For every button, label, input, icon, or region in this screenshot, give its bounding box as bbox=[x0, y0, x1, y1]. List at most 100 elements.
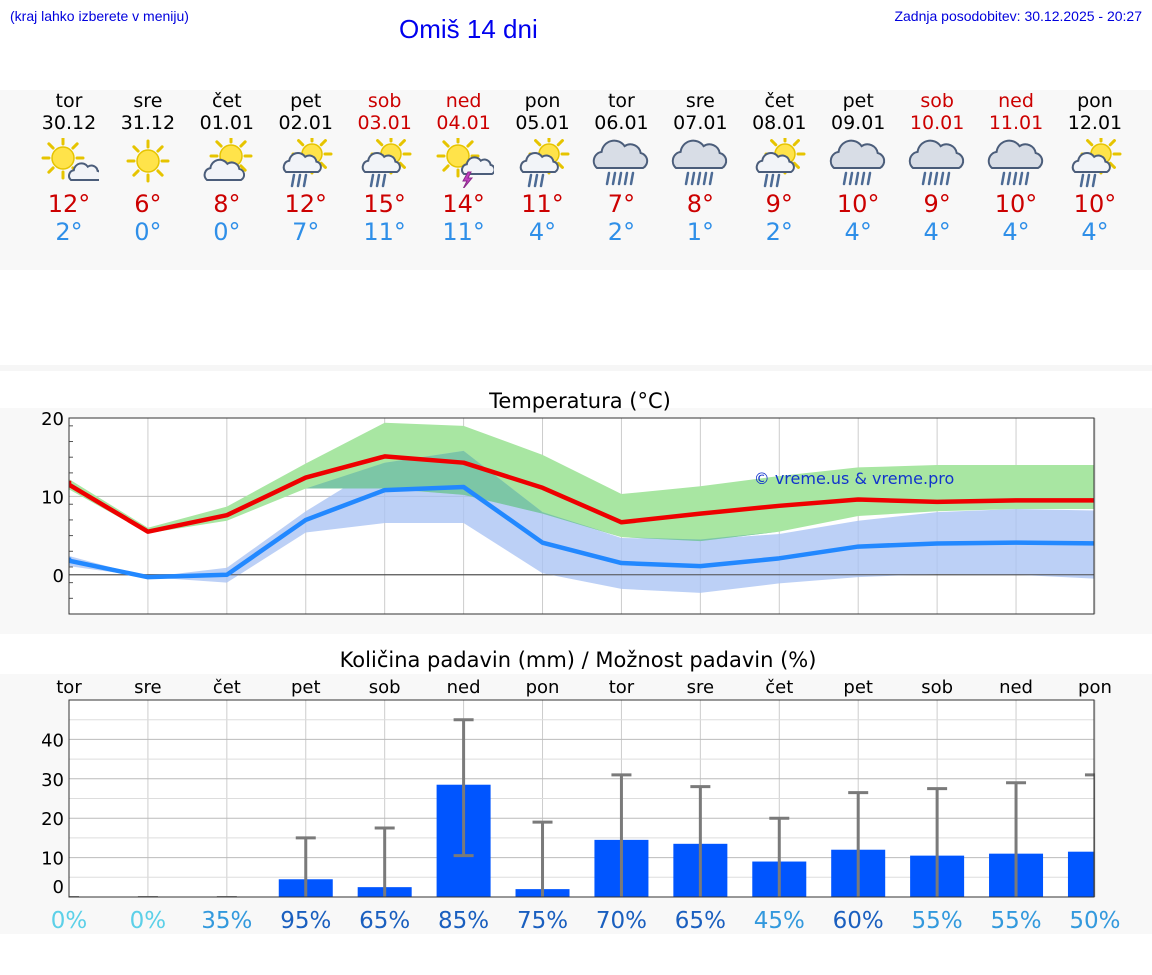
temperature-chart-title: Temperatura (°C) bbox=[488, 389, 671, 413]
min-temp: 2° bbox=[765, 218, 793, 246]
max-temp-band bbox=[69, 422, 1094, 542]
day-date: 12.01 bbox=[1067, 112, 1123, 134]
precip-chance-label: 85% bbox=[438, 908, 489, 934]
partly-cloudy-icon bbox=[203, 138, 253, 181]
min-temp: 11° bbox=[442, 218, 485, 246]
day-forecast-10[interactable]: pet 09.01 10° 4° bbox=[818, 90, 898, 246]
watermark: © vreme.us & vreme.pro bbox=[754, 469, 955, 488]
sun-rain-icon bbox=[519, 138, 570, 188]
day-date: 06.01 bbox=[594, 112, 649, 134]
y-tick-label: 20 bbox=[41, 409, 64, 430]
day-date: 11.01 bbox=[988, 112, 1044, 134]
max-temp: 15° bbox=[363, 190, 406, 218]
max-temp: 11° bbox=[521, 190, 564, 218]
precip-bar bbox=[1067, 851, 1095, 897]
day-date: 05.01 bbox=[515, 112, 570, 134]
y-tick-label: 0 bbox=[53, 877, 64, 898]
precip-chance-label: 60% bbox=[833, 908, 884, 934]
precip-chance-label: 55% bbox=[912, 908, 963, 934]
rain-icon bbox=[908, 139, 965, 186]
day-forecast-11[interactable]: sob 10.01 9° 4° bbox=[897, 90, 977, 246]
precip-day-label: sre bbox=[134, 677, 161, 698]
min-temp: 0° bbox=[213, 218, 241, 246]
day-name: ned bbox=[998, 90, 1034, 112]
day-forecast-5[interactable]: ned 04.01 14° 11° bbox=[424, 90, 504, 246]
day-name: čet bbox=[764, 90, 795, 112]
day-forecast-3[interactable]: pet 02.01 12° 7° bbox=[266, 90, 346, 246]
max-temp: 10° bbox=[1073, 190, 1117, 218]
sun-rain-icon bbox=[282, 138, 333, 188]
max-temp: 12° bbox=[47, 190, 91, 218]
day-forecast-7[interactable]: tor 06.01 7° 2° bbox=[581, 90, 661, 246]
rain-icon bbox=[593, 139, 649, 186]
max-temp: 9° bbox=[765, 190, 793, 218]
precip-day-label: čet bbox=[765, 677, 793, 698]
day-name: tor bbox=[55, 90, 83, 112]
precip-day-label: ned bbox=[447, 677, 481, 698]
precip-chance-label: 50% bbox=[1069, 908, 1120, 934]
precip-chance-label: 75% bbox=[517, 908, 568, 934]
precip-day-label: pon bbox=[526, 677, 560, 698]
precip-day-label: tor bbox=[609, 677, 635, 698]
precipitation-chart: Količina padavin (mm) / Možnost padavin … bbox=[41, 648, 1120, 934]
min-temp: 11° bbox=[363, 218, 406, 246]
day-forecast-0[interactable]: tor 30.12 12° 2° bbox=[29, 90, 109, 246]
day-name: pet bbox=[842, 90, 874, 112]
y-tick-label: 0 bbox=[53, 566, 64, 587]
min-temp-band bbox=[69, 450, 1094, 593]
rain-icon bbox=[830, 139, 886, 186]
day-forecast-12[interactable]: ned 11.01 10° 4° bbox=[976, 90, 1056, 246]
sun-icon bbox=[126, 139, 170, 183]
precip-chance-label: 0% bbox=[51, 908, 88, 934]
rain-icon bbox=[672, 139, 728, 186]
day-forecast-6[interactable]: pon 05.01 11° 4° bbox=[503, 90, 583, 246]
temperature-chart: Temperatura (°C) 0 10 20 © vreme.us & vreme.… bbox=[41, 389, 1096, 615]
day-forecast-1[interactable]: sre 31.12 6° 0° bbox=[108, 90, 188, 246]
day-date: 02.01 bbox=[278, 112, 333, 134]
min-temp: 4° bbox=[528, 218, 557, 246]
precip-chance-label: 55% bbox=[990, 908, 1041, 934]
day-date: 03.01 bbox=[357, 112, 412, 134]
min-temp: 1° bbox=[686, 218, 714, 246]
day-forecast-4[interactable]: sob 03.01 15° 11° bbox=[345, 90, 425, 246]
day-forecast-2[interactable]: čet 01.01 8° 0° bbox=[187, 90, 267, 246]
min-temp: 4° bbox=[923, 218, 951, 246]
max-temp: 8° bbox=[213, 190, 241, 218]
min-temp-line bbox=[69, 484, 1094, 580]
precip-chance-label: 35% bbox=[201, 908, 252, 934]
day-name: pon bbox=[524, 90, 561, 112]
precip-day-label: čet bbox=[213, 677, 241, 698]
precip-day-label: pon bbox=[1078, 677, 1112, 698]
precip-day-label: ned bbox=[999, 677, 1033, 698]
location-hint[interactable]: (kraj lahko izberete v meniju) bbox=[10, 8, 189, 24]
day-name: ned bbox=[445, 90, 482, 112]
sun-cloud-icon bbox=[41, 138, 99, 181]
day-date: 30.12 bbox=[41, 112, 97, 134]
day-date: 09.01 bbox=[830, 112, 886, 134]
daily-forecast-strip: tor 30.12 12° 2° sre 31.12 6° 0° čet 01.01 8° 0° pet… bbox=[0, 90, 1152, 270]
precip-chance-label: 70% bbox=[596, 908, 647, 934]
day-name: pet bbox=[290, 90, 322, 112]
precip-chance-label: 65% bbox=[675, 908, 726, 934]
day-date: 10.01 bbox=[909, 112, 965, 134]
min-temp: 2° bbox=[607, 218, 636, 246]
day-forecast-9[interactable]: čet 08.01 9° 2° bbox=[739, 90, 819, 246]
day-forecast-8[interactable]: sre 07.01 8° 1° bbox=[660, 90, 740, 246]
max-temp: 8° bbox=[686, 190, 714, 218]
precip-day-label: sob bbox=[369, 677, 401, 698]
day-forecast-13[interactable]: pon 12.01 10° 4° bbox=[1055, 90, 1135, 246]
precip-day-label: sob bbox=[921, 677, 953, 698]
y-tick-label: 40 bbox=[41, 730, 64, 751]
max-temp: 10° bbox=[994, 190, 1038, 218]
precip-chance-label: 95% bbox=[280, 908, 331, 934]
forecast-strip-background bbox=[0, 90, 1152, 270]
sun-rain-icon bbox=[361, 138, 412, 188]
precip-day-label: pet bbox=[843, 677, 873, 698]
precipitation-chart-title: Količina padavin (mm) / Možnost padavin … bbox=[340, 648, 817, 672]
day-name: čet bbox=[212, 90, 242, 112]
rain-icon bbox=[987, 139, 1044, 186]
day-name: sre bbox=[685, 90, 715, 112]
min-temp: 7° bbox=[292, 218, 320, 246]
precip-day-label: pet bbox=[291, 677, 321, 698]
min-temp: 4° bbox=[844, 218, 872, 246]
